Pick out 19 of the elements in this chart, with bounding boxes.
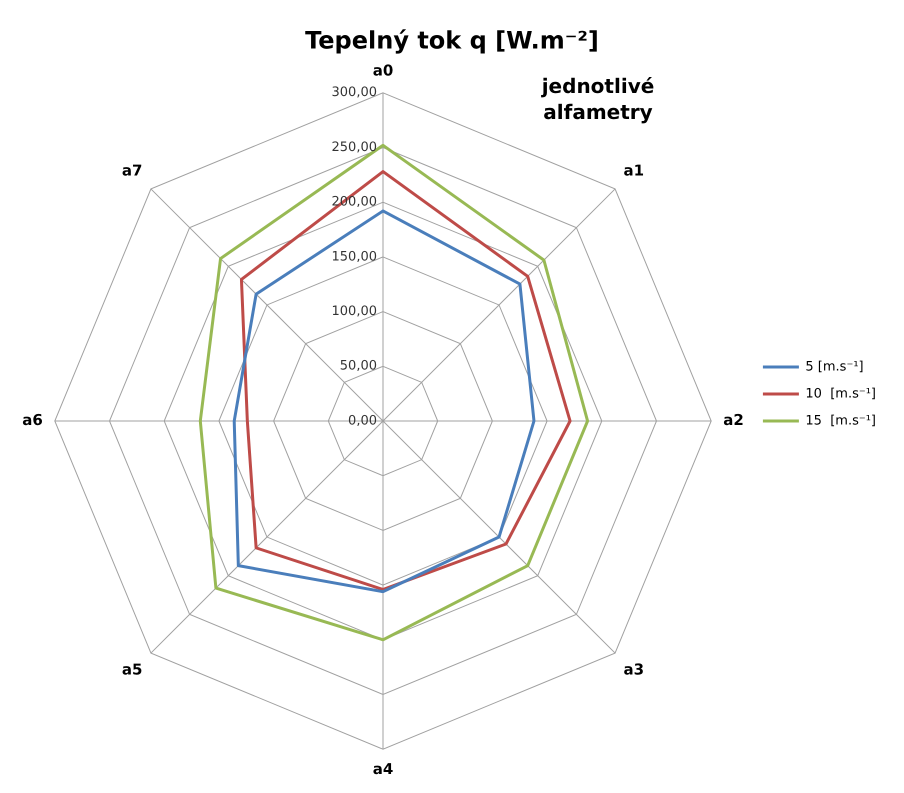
y-tick-label: 100,00 <box>332 304 377 319</box>
spoke-label: a4 <box>372 760 394 778</box>
spoke-label: a7 <box>122 161 142 180</box>
y-tick-label: 300,00 <box>332 85 377 100</box>
y-tick-label: 0,00 <box>348 413 377 428</box>
y-tick-label: 50,00 <box>340 358 377 374</box>
chart-title: Tepelný tok q [W.m⁻²] <box>305 26 599 55</box>
spoke-label: a1 <box>624 161 644 180</box>
legend-label: 5 [m.s⁻¹] <box>805 359 864 374</box>
legend-label: 10 [m.s⁻¹] <box>805 386 876 402</box>
spoke-label: a3 <box>624 660 644 678</box>
y-tick-label: 150,00 <box>332 249 377 264</box>
text: jednotlivé alfametry <box>540 74 654 124</box>
spoke-label: a6 <box>22 410 43 429</box>
spoke-label: a0 <box>372 62 394 80</box>
y-tick-label: 250,00 <box>332 140 377 155</box>
legend-label: 15 [m.s⁻¹] <box>805 413 876 428</box>
spoke-label: a5 <box>122 660 142 678</box>
spoke-label: a2 <box>723 410 744 429</box>
